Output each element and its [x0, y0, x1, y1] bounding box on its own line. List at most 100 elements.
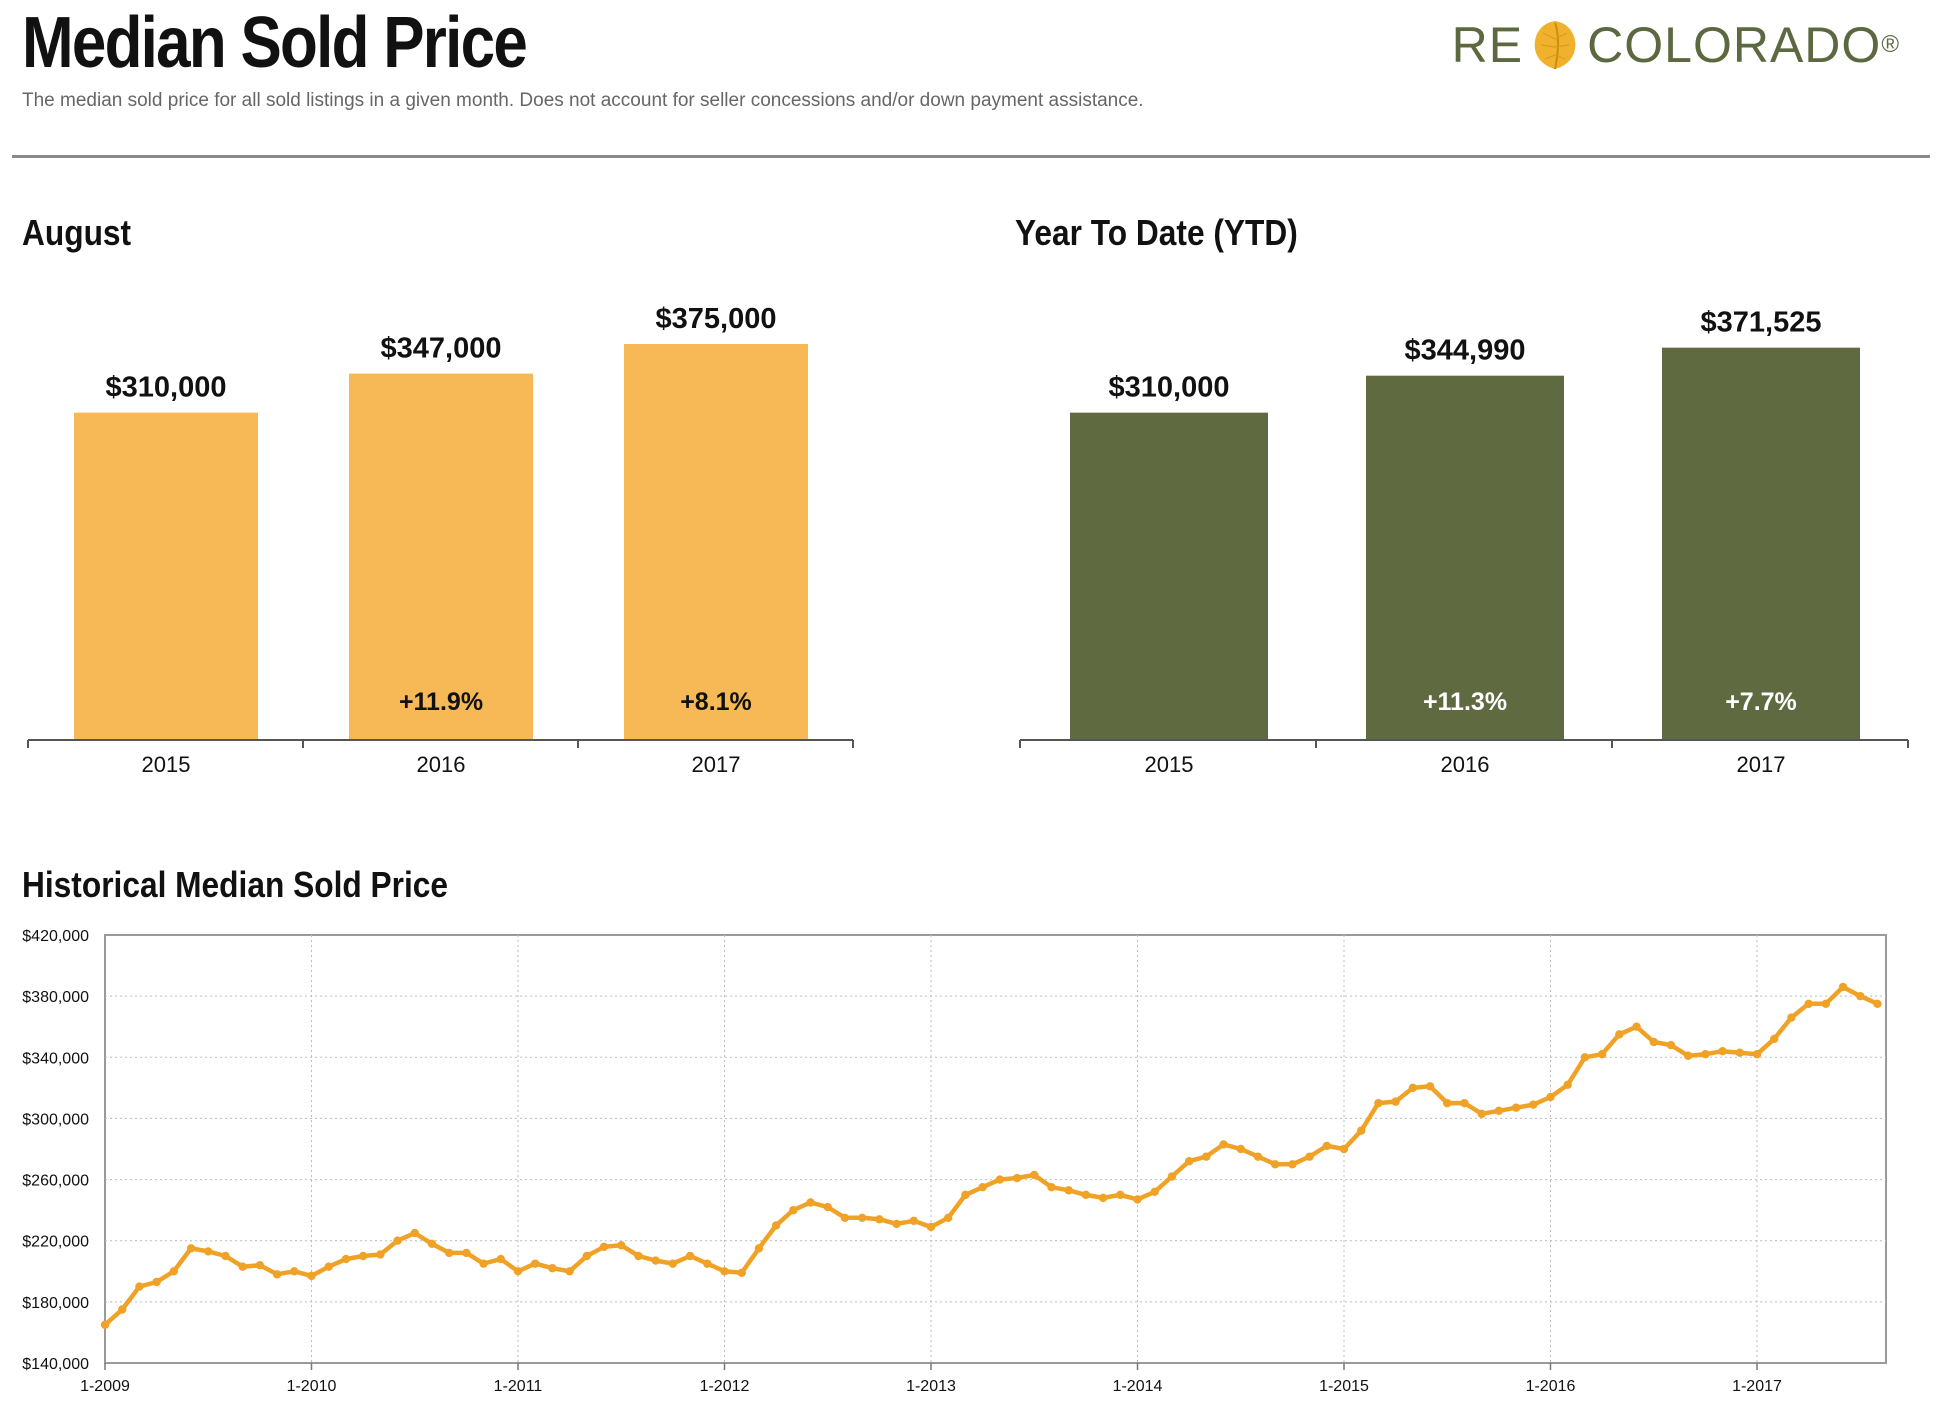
historical-x-tick-label: 1-2015 [1319, 1378, 1369, 1395]
ytd-bar-2015 [1070, 412, 1268, 740]
historical-data-point [1701, 1050, 1710, 1059]
historical-data-point [358, 1251, 368, 1261]
historical-data-point [875, 1215, 884, 1224]
historical-x-tick-label: 1-2017 [1732, 1378, 1782, 1395]
historical-data-point [1012, 1173, 1022, 1183]
august-x-tick-label-2015: 2015 [142, 752, 191, 777]
historical-data-point [1305, 1152, 1314, 1161]
historical-data-point [118, 1305, 127, 1314]
historical-data-point [1081, 1190, 1091, 1200]
logo-text-colorado: COLORADO [1587, 17, 1882, 73]
august-x-tick-label-2016: 2016 [417, 752, 466, 777]
historical-data-point [290, 1267, 299, 1276]
historical-data-point [944, 1213, 953, 1222]
aspen-leaf-icon [1534, 21, 1576, 70]
historical-x-tick-label: 1-2014 [1113, 1378, 1163, 1395]
historical-data-point [1460, 1098, 1469, 1108]
historical-data-point [169, 1267, 179, 1276]
ytd-change-label-2017: +7.7% [1725, 688, 1797, 716]
historical-data-point [1666, 1040, 1676, 1050]
historical-data-point [1116, 1190, 1125, 1200]
historical-data-point [1236, 1144, 1245, 1154]
august-bar-2017 [624, 344, 808, 740]
historical-x-tick-label: 1-2012 [700, 1378, 750, 1395]
historical-data-point [1787, 1013, 1796, 1022]
historical-data-point [617, 1241, 626, 1250]
historical-data-point [444, 1248, 454, 1258]
historical-x-tick-label: 1-2010 [287, 1378, 337, 1395]
historical-data-point [1770, 1034, 1779, 1044]
historical-data-point [806, 1198, 815, 1207]
historical-data-point [221, 1251, 230, 1261]
historical-data-point [1339, 1144, 1349, 1154]
page-subtitle: The median sold price for all sold listi… [22, 90, 1144, 111]
historical-data-point [840, 1213, 850, 1222]
august-value-label-2017: $375,000 [656, 303, 777, 335]
historical-x-tick-label: 1-2013 [906, 1378, 956, 1395]
historical-data-point [634, 1251, 643, 1261]
august-value-label-2016: $347,000 [381, 333, 502, 365]
historical-data-point [393, 1236, 402, 1245]
page-title: Median Sold Price [22, 3, 528, 83]
historical-x-tick-label: 1-2009 [80, 1378, 130, 1395]
historical-data-point [1511, 1103, 1521, 1112]
historical-data-point [1133, 1195, 1142, 1204]
historical-data-point [531, 1259, 540, 1268]
august-bar-2016 [349, 373, 533, 740]
historical-data-point [582, 1251, 592, 1261]
august-value-label-2015: $310,000 [106, 372, 227, 404]
historical-data-point [668, 1259, 678, 1268]
historical-data-point [204, 1247, 213, 1256]
historical-data-point [272, 1270, 282, 1279]
historical-data-point [1408, 1083, 1418, 1093]
historical-data-point [1270, 1160, 1280, 1169]
historical-data-point [1821, 999, 1831, 1008]
historical-data-point [1563, 1080, 1572, 1090]
historical-data-point [1374, 1098, 1383, 1108]
historical-data-point [324, 1262, 333, 1271]
august-change-label-2016: +11.9% [399, 688, 483, 716]
historical-data-point [496, 1254, 505, 1264]
august-change-label-2017: +8.1% [680, 688, 752, 716]
logo-registered-mark: ® [1881, 31, 1900, 58]
historical-plot-frame [104, 934, 1887, 1364]
historical-data-point [978, 1183, 987, 1192]
historical-y-tick-label: $180,000 [22, 1295, 89, 1312]
historical-y-tick-label: $220,000 [22, 1234, 89, 1251]
historical-data-point [427, 1239, 437, 1248]
historical-data-point [1735, 1048, 1744, 1057]
historical-series-line [102, 984, 1880, 1328]
ytd-value-label-2016: $344,990 [1405, 335, 1526, 367]
historical-data-point [1529, 1100, 1538, 1109]
historical-data-point [823, 1202, 832, 1212]
historical-data-point [1546, 1092, 1555, 1102]
historical-data-point [462, 1248, 471, 1258]
logo-text-re: RE [1451, 17, 1524, 73]
historical-data-point [926, 1222, 936, 1232]
historical-data-point [1357, 1126, 1366, 1135]
historical-data-point [1253, 1152, 1263, 1161]
august-chart-title: August [22, 212, 132, 253]
historical-data-point [703, 1259, 712, 1268]
ytd-bar-2016 [1366, 375, 1564, 740]
header-divider [12, 155, 1930, 158]
historical-data-point [1856, 991, 1865, 1001]
historical-data-point [961, 1190, 970, 1200]
historical-data-point [1597, 1050, 1607, 1059]
historical-data-point [1219, 1140, 1228, 1149]
historical-data-point [1322, 1141, 1331, 1151]
historical-data-point [1288, 1160, 1297, 1169]
recolorado-logo: RE COLORADO ® [1452, 10, 1900, 80]
historical-data-point [1064, 1186, 1073, 1195]
historical-data-point [1873, 999, 1882, 1008]
historical-data-point [548, 1264, 557, 1273]
historical-data-point [479, 1259, 488, 1268]
historical-data-point [909, 1216, 918, 1226]
historical-data-point [1718, 1046, 1727, 1056]
historical-x-tick-label: 1-2011 [494, 1378, 543, 1395]
historical-data-point [720, 1267, 729, 1276]
historical-data-point [1047, 1183, 1056, 1192]
historical-data-point [1580, 1053, 1590, 1062]
historical-data-point [995, 1175, 1005, 1184]
august-x-tick-label-2017: 2017 [692, 752, 741, 777]
